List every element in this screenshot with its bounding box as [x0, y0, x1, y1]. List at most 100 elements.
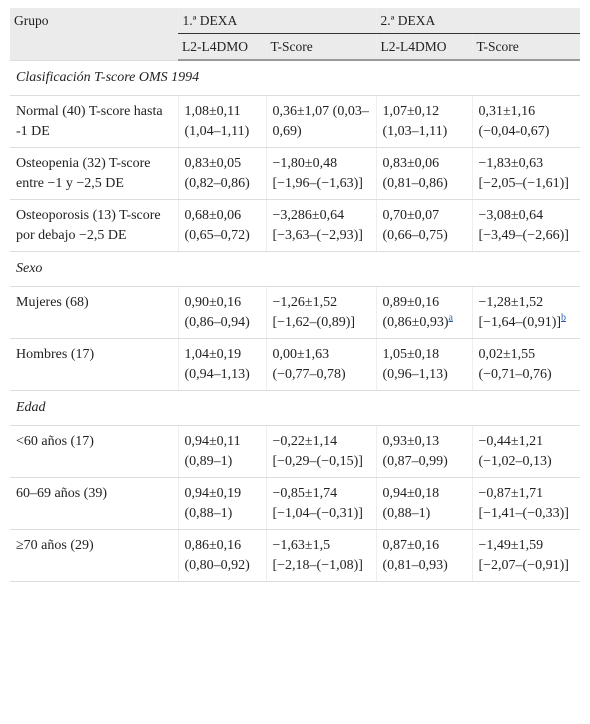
table-cell: Normal (40) T-score hasta -1 DE	[10, 95, 178, 148]
cell-text: 0,94±0,18 (0,88–1)	[382, 486, 440, 521]
table-cell: 0,68±0,06 (0,65–0,72)	[177, 199, 266, 252]
table-row: Clasificación T-score OMS 1994	[10, 60, 580, 96]
cell-text: Osteopenia (32) T-score entre −1 y −2,5 …	[16, 156, 151, 191]
table-cell: −1,83±0,63 [−2,05–(−1,61)]	[471, 147, 580, 200]
header-cell: T-Score	[265, 33, 376, 61]
table-cell: Osteopenia (32) T-score entre −1 y −2,5 …	[10, 147, 178, 200]
table-cell: 0,94±0,19 (0,88–1)	[177, 477, 266, 530]
cell-text: 0,02±1,55 (−0,71–0,76)	[478, 347, 552, 382]
cell-text: 1,05±0,18 (0,96–1,13)	[382, 347, 448, 382]
cell-text: 0,89±0,16 (0,86±0,93)	[382, 295, 449, 330]
cell-text: 0,68±0,06 (0,65–0,72)	[184, 208, 250, 243]
table-cell: 60–69 años (39)	[10, 477, 178, 530]
cell-text: 0,70±0,07 (0,66–0,75)	[382, 208, 448, 243]
cell-text: 0,87±0,16 (0,81–0,93)	[382, 538, 448, 573]
table-cell: Hombres (17)	[10, 338, 178, 391]
table-cell: 0,83±0,06 (0,81–0,86)	[375, 147, 472, 200]
table-cell: 0,94±0,11 (0,89–1)	[177, 425, 266, 478]
footnote-link[interactable]: a	[448, 312, 453, 324]
cell-text: Mujeres (68)	[16, 295, 89, 310]
cell-text: 60–69 años (39)	[16, 486, 107, 501]
table-cell: −0,87±1,71 [−1,41–(−0,33)]	[471, 477, 580, 530]
header-cell: L2-L4DMO	[178, 33, 266, 61]
table-cell: −3,08±0,64 [−3,49–(−2,66)]	[471, 199, 580, 252]
cell-text: <60 años (17)	[16, 434, 94, 449]
table-cell: 1,07±0,12 (1,03–1,11)	[375, 95, 472, 148]
table-cell: −1,63±1,5 [−2,18–(−1,08)]	[265, 529, 376, 582]
table-row: Osteopenia (32) T-score entre −1 y −2,5 …	[10, 147, 580, 200]
table-row: Osteoporosis (13) T-score por debajo −2,…	[10, 199, 580, 252]
table-cell: −0,85±1,74 [−1,04–(−0,31)]	[265, 477, 376, 530]
cell-text: Normal (40) T-score hasta -1 DE	[16, 104, 163, 139]
table-row: Sexo	[10, 251, 580, 287]
table-cell: 0,02±1,55 (−0,71–0,76)	[471, 338, 580, 391]
table-cell: 1,04±0,19 (0,94–1,13)	[177, 338, 266, 391]
data-table: Grupo 1.ª DEXA 2.ª DEXA L2-L4DMO T-Score…	[10, 8, 580, 582]
cell-text: −0,87±1,71 [−1,41–(−0,33)]	[478, 486, 569, 521]
table-cell: −3,286±0,64 [−3,63–(−2,93)]	[265, 199, 376, 252]
table-cell: 0,00±1,63 (−0,77–0,78)	[265, 338, 376, 391]
table-cell: Mujeres (68)	[10, 286, 178, 339]
table-cell: −1,28±1,52 [−1,64–(0,91)]b	[471, 286, 580, 339]
table-cell: 0,83±0,05 (0,82–0,86)	[177, 147, 266, 200]
cell-text: 1,07±0,12 (1,03–1,11)	[382, 104, 448, 139]
cell-text: −3,286±0,64 [−3,63–(−2,93)]	[272, 208, 363, 243]
header-cell: T-Score	[471, 33, 580, 61]
cell-text: −1,49±1,59 [−2,07–(−0,91)]	[478, 538, 569, 573]
table-cell: ≥70 años (29)	[10, 529, 178, 582]
cell-text: −1,83±0,63 [−2,05–(−1,61)]	[478, 156, 569, 191]
cell-text: ≥70 años (29)	[16, 538, 94, 553]
table-row: <60 años (17) 0,94±0,11 (0,89–1) −0,22±1,1…	[10, 425, 580, 478]
cell-text: 0,94±0,11 (0,89–1)	[184, 434, 241, 469]
header-cell: Grupo	[10, 8, 178, 61]
cell-text: 0,90±0,16 (0,86–0,94)	[184, 295, 250, 330]
table-row: Edad	[10, 390, 580, 426]
header-cell: L2-L4DMO	[375, 33, 472, 61]
table-row: Mujeres (68) 0,90±0,16 (0,86–0,94) −1,26±1…	[10, 286, 580, 339]
table-cell: <60 años (17)	[10, 425, 178, 478]
table-cell: −0,22±1,14 [−0,29–(−0,15)]	[265, 425, 376, 478]
table-cell: 0,93±0,13 (0,87–0,99)	[375, 425, 472, 478]
cell-text: 0,83±0,05 (0,82–0,86)	[184, 156, 250, 191]
footnote-link[interactable]: b	[561, 312, 567, 324]
table-cell: −1,80±0,48 [−1,96–(−1,63)]	[265, 147, 376, 200]
table-cell: 0,31±1,16 (−0,04-0,67)	[471, 95, 580, 148]
cell-text: −1,26±1,52 [−1,62–(0,89)]	[272, 295, 356, 330]
header-cell: 1.ª DEXA	[177, 8, 376, 34]
section-label: Clasificación T-score OMS 1994	[10, 60, 580, 96]
cell-text: 0,93±0,13 (0,87–0,99)	[382, 434, 448, 469]
table-cell: 0,94±0,18 (0,88–1)	[375, 477, 472, 530]
cell-text: −1,63±1,5 [−2,18–(−1,08)]	[272, 538, 363, 573]
table-row: ≥70 años (29) 0,86±0,16 (0,80–0,92) −1,63±…	[10, 529, 580, 582]
header-cell: 2.ª DEXA	[375, 8, 580, 34]
table-cell: −1,26±1,52 [−1,62–(0,89)]	[265, 286, 376, 339]
cell-text: −3,08±0,64 [−3,49–(−2,66)]	[478, 208, 569, 243]
cell-text: Hombres (17)	[16, 347, 95, 362]
table-body: Clasificación T-score OMS 1994 Normal (40…	[10, 60, 580, 582]
table-row: Normal (40) T-score hasta -1 DE 1,08±0,11…	[10, 95, 580, 148]
cell-text: −0,22±1,14 [−0,29–(−0,15)]	[272, 434, 363, 469]
table-cell: 1,05±0,18 (0,96–1,13)	[375, 338, 472, 391]
cell-text: −0,85±1,74 [−1,04–(−0,31)]	[272, 486, 363, 521]
table-cell: 0,89±0,16 (0,86±0,93)a	[375, 286, 472, 339]
cell-text: 0,94±0,19 (0,88–1)	[184, 486, 242, 521]
table-cell: 0,86±0,16 (0,80–0,92)	[177, 529, 266, 582]
table-cell: Osteoporosis (13) T-score por debajo −2,…	[10, 199, 178, 252]
cell-text: 1,08±0,11 (1,04–1,11)	[184, 104, 250, 139]
cell-text: 0,00±1,63 (−0,77–0,78)	[272, 347, 346, 382]
table-cell: 0,70±0,07 (0,66–0,75)	[375, 199, 472, 252]
cell-text: 0,83±0,06 (0,81–0,86)	[382, 156, 448, 191]
cell-text: 1,04±0,19 (0,94–1,13)	[184, 347, 250, 382]
section-label: Edad	[10, 390, 580, 426]
cell-text: −0,44±1,21 (−1,02–0,13)	[478, 434, 552, 469]
cell-text: −1,80±0,48 [−1,96–(−1,63)]	[272, 156, 363, 191]
cell-text: Osteoporosis (13) T-score por debajo −2,…	[16, 208, 161, 243]
table-row: 60–69 años (39) 0,94±0,19 (0,88–1) −0,85±1…	[10, 477, 580, 530]
section-label: Sexo	[10, 251, 580, 287]
table-cell: 1,08±0,11 (1,04–1,11)	[177, 95, 266, 148]
cell-text: −1,28±1,52 [−1,64–(0,91)]	[478, 295, 562, 330]
table-cell: 0,87±0,16 (0,81–0,93)	[375, 529, 472, 582]
cell-text: 0,31±1,16 (−0,04-0,67)	[478, 104, 550, 139]
table-cell: 0,36±1,07 (0,03–0,69)	[265, 95, 376, 148]
